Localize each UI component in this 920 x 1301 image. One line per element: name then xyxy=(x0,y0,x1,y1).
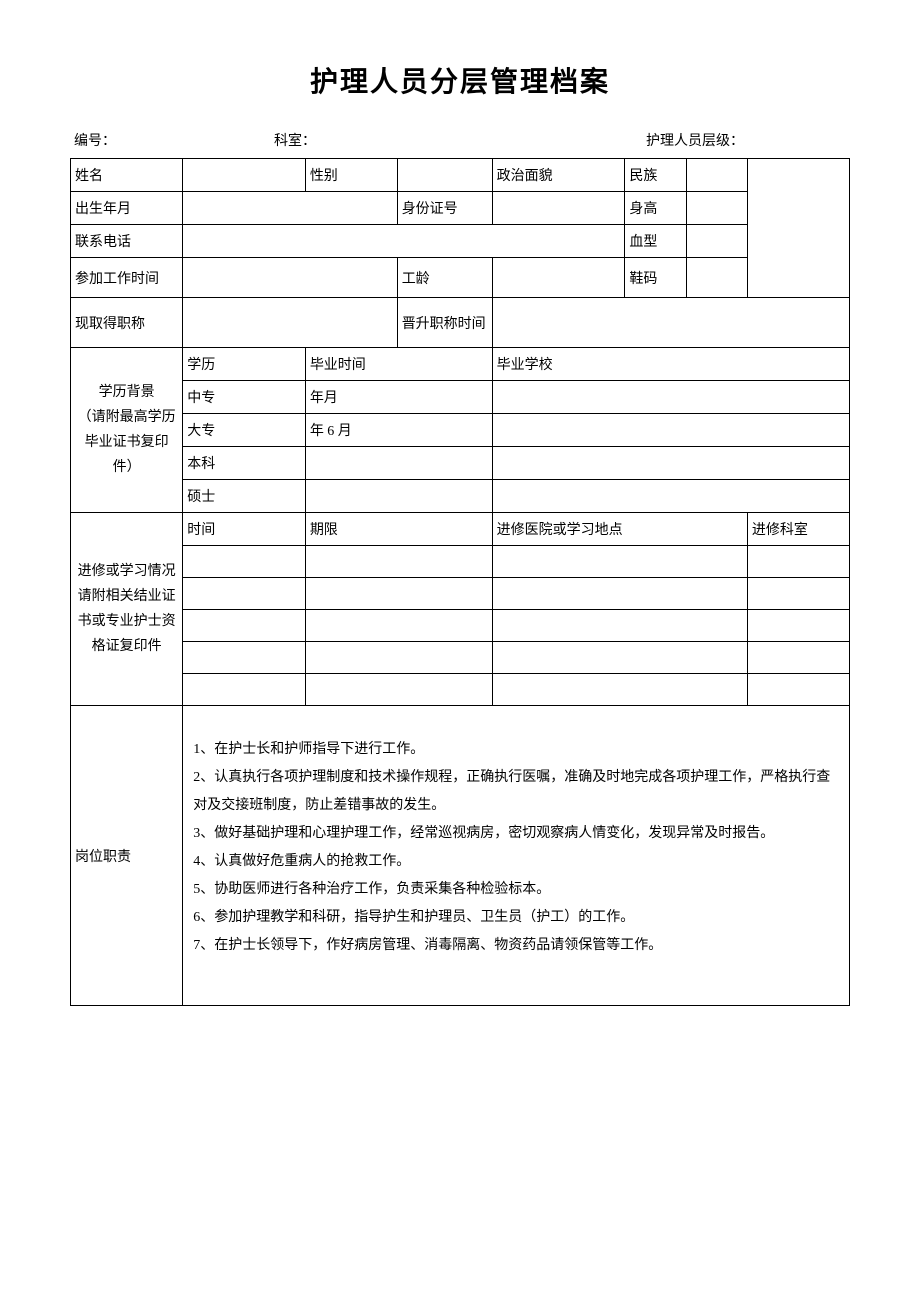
edu-level4-school xyxy=(492,480,849,513)
edu-level4-time xyxy=(305,480,492,513)
gender-value xyxy=(397,159,492,192)
blood-label: 血型 xyxy=(625,225,686,258)
training-row xyxy=(305,674,492,706)
level-label: 护理人员层级： xyxy=(646,130,744,150)
duty-item: 6、参加护理教学和科研，指导护生和护理员、卫生员（护工）的工作。 xyxy=(193,904,839,932)
education-section-label: 学历背景（请附最高学历毕业证书复印件） xyxy=(71,348,183,513)
phone-value xyxy=(183,225,625,258)
training-row xyxy=(305,642,492,674)
work-start-label: 参加工作时间 xyxy=(71,258,183,298)
political-label: 政治面貌 xyxy=(492,159,625,192)
training-row xyxy=(492,674,747,706)
training-row xyxy=(492,642,747,674)
training-row xyxy=(183,674,306,706)
shoe-value xyxy=(686,258,747,298)
training-dept-header: 进修科室 xyxy=(747,513,849,546)
training-row xyxy=(183,546,306,578)
gender-label: 性别 xyxy=(305,159,397,192)
id-label: 身份证号 xyxy=(397,192,492,225)
name-value xyxy=(183,159,306,192)
number-label: 编号： xyxy=(74,130,116,150)
photo-area xyxy=(747,159,849,298)
shoe-label: 鞋码 xyxy=(625,258,686,298)
training-row xyxy=(183,642,306,674)
birth-value xyxy=(183,192,397,225)
seniority-label: 工龄 xyxy=(397,258,492,298)
training-row xyxy=(183,578,306,610)
duty-item: 2、认真执行各项护理制度和技术操作规程，正确执行医嘱，准确及时地完成各项护理工作… xyxy=(193,764,839,820)
dept-label: 科室： xyxy=(274,130,316,150)
training-section-label: 进修或学习情况请附相关结业证书或专业护士资格证复印件 xyxy=(71,513,183,706)
birth-label: 出生年月 xyxy=(71,192,183,225)
training-row xyxy=(492,546,747,578)
training-row xyxy=(747,546,849,578)
grad-school-header: 毕业学校 xyxy=(492,348,849,381)
edu-level1-time: 年月 xyxy=(305,381,492,414)
current-title-value xyxy=(183,298,397,348)
promotion-time-value xyxy=(492,298,849,348)
training-row xyxy=(305,610,492,642)
training-row xyxy=(747,610,849,642)
duty-item: 3、做好基础护理和心理护理工作，经常巡视病房，密切观察病人情变化，发现异常及时报… xyxy=(193,820,839,848)
duty-item: 1、在护士长和护师指导下进行工作。 xyxy=(193,736,839,764)
page-title: 护理人员分层管理档案 xyxy=(70,60,850,100)
blood-value xyxy=(686,225,747,258)
edu-level3-time xyxy=(305,447,492,480)
main-table: 姓名 性别 政治面貌 民族 出生年月 身份证号 身高 联系电话 血型 参加工作时… xyxy=(70,158,850,1006)
training-location-header: 进修医院或学习地点 xyxy=(492,513,747,546)
edu-level2-school xyxy=(492,414,849,447)
edu-level2-time: 年 6 月 xyxy=(305,414,492,447)
training-row xyxy=(492,610,747,642)
grad-time-header: 毕业时间 xyxy=(305,348,492,381)
duty-item: 4、认真做好危重病人的抢救工作。 xyxy=(193,848,839,876)
training-row xyxy=(747,674,849,706)
edu-level3-school xyxy=(492,447,849,480)
degree-header: 学历 xyxy=(183,348,306,381)
edu-level1-school xyxy=(492,381,849,414)
edu-level1: 中专 xyxy=(183,381,306,414)
duties-label: 岗位职责 xyxy=(71,706,183,1006)
header-row: 编号： 科室： 护理人员层级： xyxy=(70,130,850,150)
promotion-time-label: 晋升职称时间 xyxy=(397,298,492,348)
work-start-value xyxy=(183,258,397,298)
phone-label: 联系电话 xyxy=(71,225,183,258)
training-row xyxy=(183,610,306,642)
duty-item: 5、协助医师进行各种治疗工作，负责采集各种检验标本。 xyxy=(193,876,839,904)
edu-level4: 硕士 xyxy=(183,480,306,513)
seniority-value xyxy=(492,258,625,298)
training-row xyxy=(305,546,492,578)
name-label: 姓名 xyxy=(71,159,183,192)
training-row xyxy=(305,578,492,610)
ethnic-label: 民族 xyxy=(625,159,686,192)
training-duration-header: 期限 xyxy=(305,513,492,546)
edu-level3: 本科 xyxy=(183,447,306,480)
current-title-label: 现取得职称 xyxy=(71,298,183,348)
training-time-header: 时间 xyxy=(183,513,306,546)
duty-item: 7、在护士长领导下，作好病房管理、消毒隔离、物资药品请领保管等工作。 xyxy=(193,932,839,960)
edu-level2: 大专 xyxy=(183,414,306,447)
training-row xyxy=(747,642,849,674)
height-label: 身高 xyxy=(625,192,686,225)
ethnic-value xyxy=(686,159,747,192)
height-value xyxy=(686,192,747,225)
id-value xyxy=(492,192,625,225)
training-row xyxy=(747,578,849,610)
duties-content: 1、在护士长和护师指导下进行工作。2、认真执行各项护理制度和技术操作规程，正确执… xyxy=(183,706,850,1006)
training-row xyxy=(492,578,747,610)
